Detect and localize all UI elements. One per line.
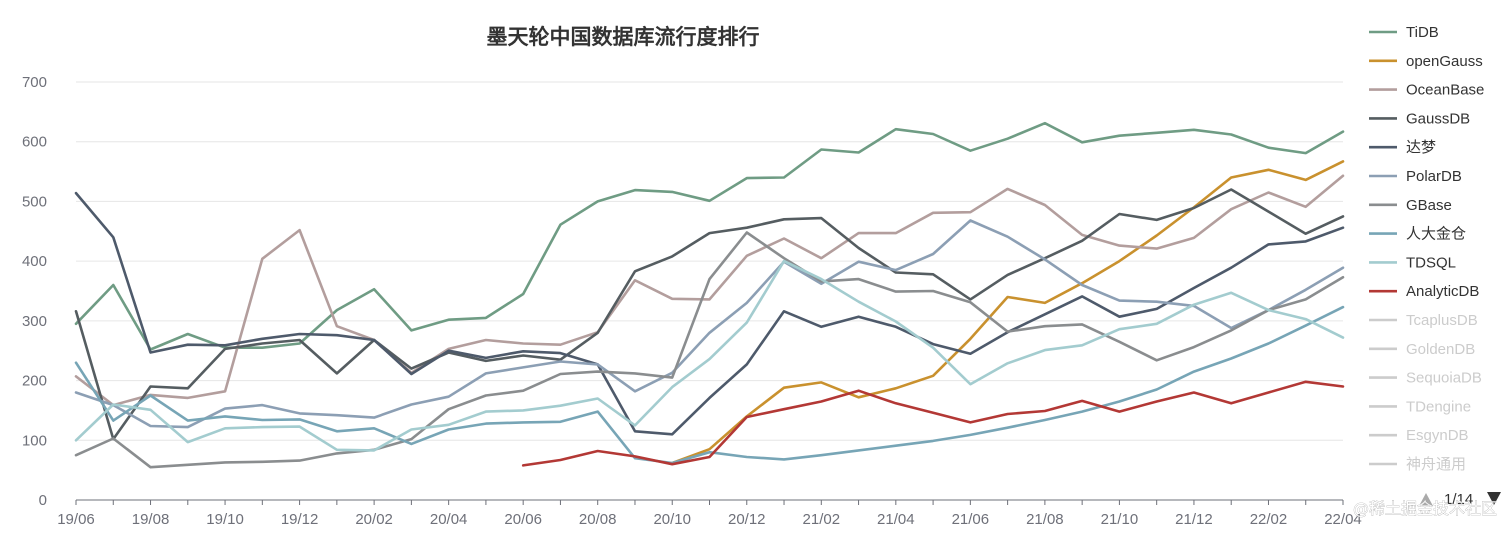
x-tick-label: 20/06 [504, 511, 542, 528]
x-tick-label: 21/06 [952, 511, 990, 528]
watermark: @稀土掘金技术社区 [1353, 499, 1497, 518]
legend-label: 人大金仓 [1406, 226, 1466, 243]
x-tick-label: 20/02 [355, 511, 393, 528]
series-line-7[interactable] [74, 305, 1345, 465]
legend-page-indicator: 1/14 [1444, 491, 1473, 508]
legend-label: SequoiaDB [1406, 370, 1482, 387]
y-tick-label: 600 [22, 134, 47, 151]
legend-item[interactable]: OceanBase [1369, 82, 1484, 99]
legend-label: GoldenDB [1406, 341, 1475, 358]
series-line-5[interactable] [74, 219, 1345, 429]
legend-label: 神舟通用 [1406, 456, 1466, 473]
legend-item[interactable]: PolarDB [1369, 168, 1462, 185]
x-tick-label: 21/12 [1175, 511, 1213, 528]
x-tick-label: 19/12 [281, 511, 319, 528]
triangle-up-icon[interactable] [1419, 493, 1433, 506]
legend-item[interactable]: openGauss [1369, 53, 1483, 70]
x-tick-label: 19/08 [132, 511, 170, 528]
legend-item[interactable]: TiDB [1369, 24, 1439, 41]
legend-item[interactable]: TcaplusDB [1369, 312, 1478, 329]
legend-pager: 1/14 [1419, 491, 1501, 508]
legend-label: 达梦 [1406, 139, 1436, 156]
x-tick-label: 19/06 [57, 511, 95, 528]
legend-item[interactable]: AnalyticDB [1369, 283, 1479, 300]
series-line-0[interactable] [74, 121, 1345, 351]
legend-label: PolarDB [1406, 168, 1462, 185]
legend-label: TcaplusDB [1406, 312, 1478, 329]
legend-item[interactable]: 人大金仓 [1369, 226, 1466, 243]
series-layer [74, 121, 1345, 469]
y-tick-label: 700 [22, 74, 47, 91]
series-line-8[interactable] [74, 259, 1345, 452]
series-line-3[interactable] [74, 188, 1345, 441]
legend-item[interactable]: TDSQL [1369, 254, 1456, 271]
legend-label: GaussDB [1406, 110, 1470, 127]
legend-label: TDengine [1406, 398, 1471, 415]
series-line-4[interactable] [74, 191, 1345, 436]
series-line-6[interactable] [74, 231, 1345, 469]
y-tick-label: 500 [22, 193, 47, 210]
grid-lines [76, 81, 1343, 441]
legend-item[interactable]: TDengine [1369, 398, 1471, 415]
y-tick-label: 0 [39, 492, 47, 509]
legend-label: TiDB [1406, 24, 1439, 41]
legend-item[interactable]: EsgynDB [1369, 427, 1469, 444]
triangle-down-icon[interactable] [1487, 492, 1501, 505]
series-line-1[interactable] [670, 160, 1345, 465]
legend-item[interactable]: 神舟通用 [1369, 456, 1466, 473]
legend-label: EsgynDB [1406, 427, 1469, 444]
x-tick-label: 21/02 [803, 511, 841, 528]
x-tick-label: 22/04 [1324, 511, 1362, 528]
x-tick-label: 22/02 [1250, 511, 1288, 528]
x-tick-label: 20/04 [430, 511, 468, 528]
x-tick-label: 20/08 [579, 511, 617, 528]
x-tick-label: 21/04 [877, 511, 915, 528]
legend: TiDB openGauss OceanBase GaussDB 达梦 PolarDB GB… [1369, 24, 1484, 473]
legend-item[interactable]: GBase [1369, 197, 1452, 214]
legend-label: openGauss [1406, 53, 1483, 70]
y-tick-label: 300 [22, 313, 47, 330]
y-tick-label: 400 [22, 253, 47, 270]
y-tick-label: 100 [22, 432, 47, 449]
legend-label: OceanBase [1406, 82, 1484, 99]
x-tick-label: 20/10 [653, 511, 691, 528]
chart-title: 墨天轮中国数据库流行度排行 [487, 25, 760, 49]
legend-label: AnalyticDB [1406, 283, 1479, 300]
legend-label: TDSQL [1406, 254, 1456, 271]
x-tick-label: 20/12 [728, 511, 766, 528]
series-line-9[interactable] [521, 380, 1345, 467]
x-tick-label: 21/10 [1101, 511, 1139, 528]
legend-item[interactable]: GoldenDB [1369, 341, 1475, 358]
series-line-2[interactable] [74, 174, 1345, 407]
y-tick-label: 200 [22, 373, 47, 390]
legend-label: GBase [1406, 197, 1452, 214]
x-tick-label: 21/08 [1026, 511, 1064, 528]
y-axis: 0 100 200 300 400 500 600 700 [22, 74, 47, 509]
x-tick-label: 19/10 [206, 511, 244, 528]
legend-item[interactable]: 达梦 [1369, 139, 1436, 156]
legend-item[interactable]: GaussDB [1369, 110, 1470, 127]
legend-item[interactable]: SequoiaDB [1369, 370, 1482, 387]
x-axis: 19/06 19/08 19/10 19/12 20/02 20/04 20/06 20/08… [57, 499, 1362, 528]
